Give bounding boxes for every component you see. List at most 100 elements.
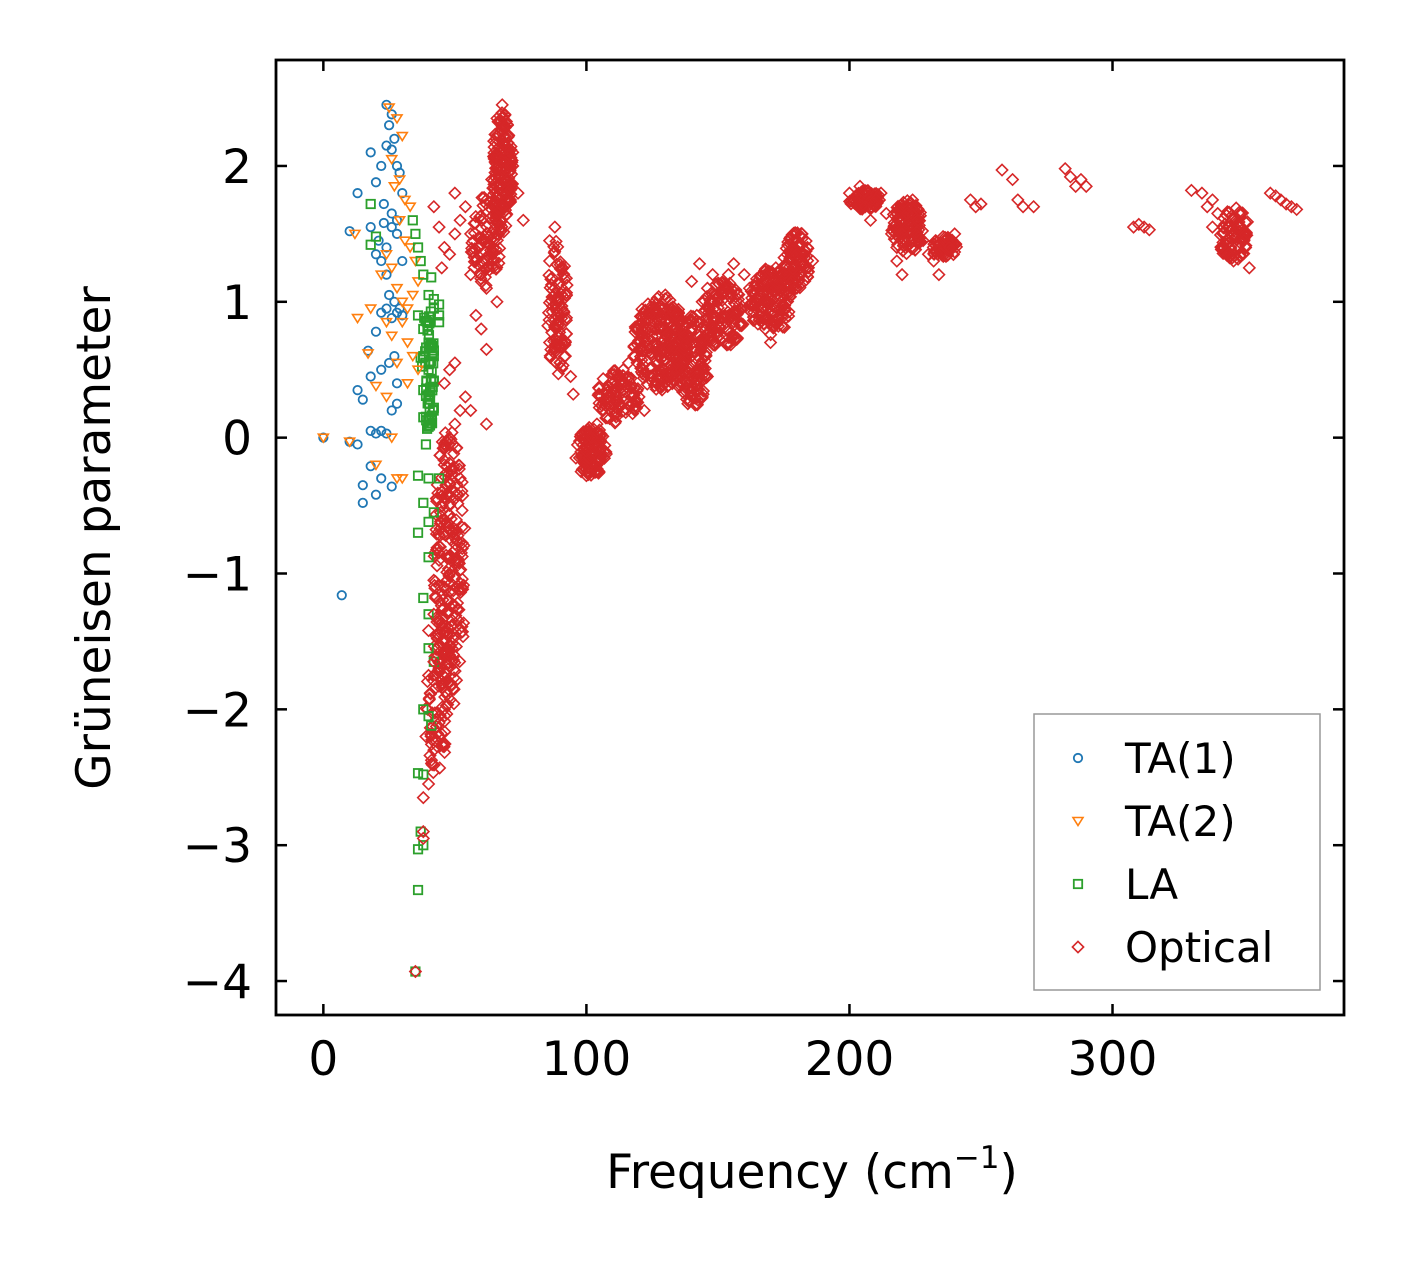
optical-point bbox=[599, 447, 614, 461]
optical-point bbox=[596, 372, 610, 386]
optical-point bbox=[625, 406, 640, 421]
plot-marks bbox=[316, 98, 1304, 979]
optical-point bbox=[636, 362, 650, 376]
ta1-point bbox=[365, 371, 376, 382]
optical-point bbox=[479, 281, 494, 295]
optical-point bbox=[490, 128, 504, 143]
optical-point bbox=[555, 301, 569, 316]
optical-point bbox=[557, 259, 572, 273]
optical-point bbox=[1195, 186, 1209, 200]
optical-point bbox=[437, 580, 452, 594]
optical-point bbox=[449, 533, 464, 548]
optical-point bbox=[644, 369, 658, 383]
optical-point bbox=[650, 364, 665, 378]
optical-point bbox=[1238, 215, 1253, 229]
optical-point bbox=[1289, 202, 1304, 217]
ta1-point bbox=[391, 378, 403, 389]
la-point bbox=[428, 375, 439, 386]
legend: TA(1) TA(2) LA Optical bbox=[1033, 713, 1321, 991]
optical-point bbox=[703, 334, 717, 349]
optical-point bbox=[544, 272, 558, 286]
optical-point bbox=[448, 537, 462, 551]
optical-point bbox=[648, 322, 662, 337]
optical-point bbox=[655, 336, 669, 350]
optical-point bbox=[644, 361, 659, 376]
optical-point bbox=[432, 220, 446, 234]
optical-point bbox=[590, 417, 604, 431]
optical-point bbox=[695, 390, 709, 404]
optical-point bbox=[867, 196, 881, 211]
optical-point bbox=[709, 337, 723, 351]
optical-point bbox=[430, 494, 444, 508]
ta1-point bbox=[391, 398, 403, 409]
optical-point bbox=[442, 430, 457, 445]
optical-point bbox=[450, 602, 464, 617]
optical-point bbox=[579, 468, 594, 483]
optical-point bbox=[608, 386, 622, 400]
optical-point bbox=[1242, 261, 1257, 275]
optical-point bbox=[1216, 221, 1231, 235]
la-point bbox=[365, 198, 376, 210]
optical-point bbox=[563, 369, 578, 384]
optical-point bbox=[503, 195, 517, 210]
optical-point bbox=[446, 653, 461, 667]
la-point bbox=[418, 351, 429, 362]
optical-point bbox=[442, 523, 456, 537]
optical-point bbox=[1274, 193, 1288, 207]
optical-point bbox=[863, 213, 878, 228]
optical-point bbox=[683, 315, 698, 330]
optical-point bbox=[433, 516, 448, 531]
la-point bbox=[428, 507, 439, 518]
optical-point bbox=[495, 199, 509, 214]
optical-point bbox=[1226, 254, 1241, 268]
optical-point bbox=[634, 361, 648, 375]
optical-point bbox=[679, 376, 694, 391]
ta1-point bbox=[384, 120, 395, 131]
optical-point bbox=[452, 556, 467, 571]
optical-point bbox=[654, 381, 668, 395]
optical-point bbox=[469, 254, 483, 268]
la-point bbox=[412, 470, 424, 481]
optical-point bbox=[454, 625, 468, 640]
ta1-point bbox=[378, 198, 389, 210]
optical-point bbox=[656, 361, 670, 375]
optical-point bbox=[446, 583, 460, 598]
optical-point bbox=[427, 758, 441, 772]
optical-point bbox=[677, 338, 691, 353]
optical-point bbox=[427, 743, 441, 757]
la-point bbox=[418, 323, 429, 335]
optical-point bbox=[721, 267, 736, 282]
optical-point bbox=[600, 390, 615, 404]
ta1-point bbox=[378, 217, 389, 229]
optical-point bbox=[1214, 240, 1228, 254]
optical-point bbox=[608, 416, 622, 430]
optical-point bbox=[557, 267, 571, 282]
la-point bbox=[423, 364, 434, 375]
la-point bbox=[418, 385, 429, 396]
optical-point bbox=[622, 388, 637, 402]
optical-point bbox=[658, 315, 673, 329]
ta1-point bbox=[370, 428, 382, 439]
ta1-point bbox=[386, 405, 397, 416]
ta2-point bbox=[369, 460, 383, 471]
ta2-point bbox=[374, 270, 388, 281]
optical-point bbox=[471, 241, 486, 255]
optical-point bbox=[669, 349, 683, 363]
optical-point bbox=[476, 231, 490, 246]
optical-point bbox=[427, 573, 441, 588]
optical-point bbox=[458, 390, 473, 404]
optical-point bbox=[416, 790, 431, 805]
x-tick-label: 100 bbox=[542, 1032, 632, 1087]
optical-point bbox=[490, 111, 504, 126]
optical-point bbox=[782, 289, 797, 304]
optical-point bbox=[1268, 189, 1283, 203]
ta1-point bbox=[370, 177, 382, 188]
optical-point bbox=[769, 261, 783, 275]
optical-point bbox=[442, 648, 457, 662]
optical-point bbox=[554, 287, 569, 301]
ta2-point bbox=[401, 338, 414, 349]
optical-point bbox=[627, 349, 641, 363]
optical-point bbox=[847, 193, 862, 207]
optical-point bbox=[445, 618, 459, 632]
